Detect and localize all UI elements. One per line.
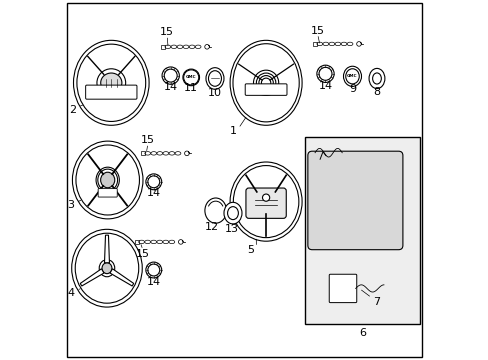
Ellipse shape bbox=[101, 73, 122, 93]
Ellipse shape bbox=[75, 233, 139, 303]
Ellipse shape bbox=[76, 145, 139, 215]
Bar bbox=[134, 240, 139, 244]
Ellipse shape bbox=[256, 73, 275, 93]
Text: 3: 3 bbox=[67, 200, 74, 210]
Ellipse shape bbox=[204, 198, 226, 223]
Ellipse shape bbox=[343, 66, 361, 86]
Ellipse shape bbox=[372, 73, 381, 84]
Ellipse shape bbox=[233, 166, 298, 238]
Ellipse shape bbox=[77, 44, 145, 121]
Circle shape bbox=[147, 264, 160, 276]
Text: 15: 15 bbox=[136, 249, 150, 259]
Text: 15: 15 bbox=[141, 135, 155, 145]
FancyBboxPatch shape bbox=[98, 189, 117, 197]
Text: 6: 6 bbox=[358, 328, 366, 338]
Ellipse shape bbox=[97, 69, 125, 97]
Text: 10: 10 bbox=[207, 87, 222, 98]
FancyBboxPatch shape bbox=[244, 84, 286, 95]
Ellipse shape bbox=[253, 70, 278, 95]
Text: 13: 13 bbox=[224, 224, 239, 234]
FancyBboxPatch shape bbox=[85, 85, 137, 99]
FancyBboxPatch shape bbox=[245, 188, 285, 218]
Ellipse shape bbox=[102, 263, 112, 274]
Bar bbox=[305, 137, 419, 324]
Text: 14: 14 bbox=[318, 81, 332, 91]
Ellipse shape bbox=[73, 40, 149, 125]
Text: GMC: GMC bbox=[346, 74, 357, 78]
Text: 11: 11 bbox=[184, 83, 198, 93]
Text: 2: 2 bbox=[69, 105, 76, 115]
Ellipse shape bbox=[261, 78, 270, 87]
Text: 15: 15 bbox=[160, 27, 174, 37]
Ellipse shape bbox=[368, 68, 384, 89]
Text: 14: 14 bbox=[146, 188, 161, 198]
Circle shape bbox=[183, 69, 199, 86]
Ellipse shape bbox=[232, 44, 299, 122]
Ellipse shape bbox=[72, 229, 142, 307]
FancyBboxPatch shape bbox=[328, 274, 356, 303]
Text: 15: 15 bbox=[310, 26, 324, 36]
Polygon shape bbox=[80, 269, 104, 286]
Polygon shape bbox=[110, 269, 133, 286]
Circle shape bbox=[318, 67, 331, 80]
Circle shape bbox=[145, 174, 162, 190]
Text: 1: 1 bbox=[229, 126, 236, 136]
Ellipse shape bbox=[224, 202, 242, 224]
Text: GMC: GMC bbox=[185, 75, 196, 80]
Ellipse shape bbox=[258, 76, 273, 90]
Circle shape bbox=[262, 194, 269, 201]
Text: 14: 14 bbox=[146, 276, 161, 287]
Ellipse shape bbox=[72, 141, 142, 219]
Circle shape bbox=[183, 70, 199, 85]
Circle shape bbox=[162, 67, 179, 84]
Circle shape bbox=[145, 262, 162, 278]
Text: 7: 7 bbox=[372, 297, 379, 306]
Circle shape bbox=[316, 65, 333, 82]
Text: 4: 4 bbox=[67, 288, 74, 298]
Ellipse shape bbox=[230, 162, 302, 241]
Text: 12: 12 bbox=[204, 222, 219, 232]
Text: 8: 8 bbox=[373, 87, 380, 97]
Circle shape bbox=[164, 69, 177, 82]
Bar bbox=[312, 42, 316, 46]
Ellipse shape bbox=[208, 71, 221, 86]
Ellipse shape bbox=[205, 68, 224, 89]
Ellipse shape bbox=[98, 169, 117, 191]
Text: 14: 14 bbox=[163, 82, 178, 93]
Text: 5: 5 bbox=[247, 245, 254, 255]
Bar bbox=[161, 45, 164, 49]
Circle shape bbox=[147, 176, 160, 188]
Ellipse shape bbox=[101, 172, 115, 188]
Text: 9: 9 bbox=[348, 84, 355, 94]
FancyBboxPatch shape bbox=[307, 151, 402, 250]
Ellipse shape bbox=[230, 40, 302, 125]
Polygon shape bbox=[104, 235, 109, 263]
Ellipse shape bbox=[345, 69, 359, 84]
Ellipse shape bbox=[99, 260, 115, 277]
Bar bbox=[141, 151, 144, 156]
Ellipse shape bbox=[227, 207, 238, 220]
